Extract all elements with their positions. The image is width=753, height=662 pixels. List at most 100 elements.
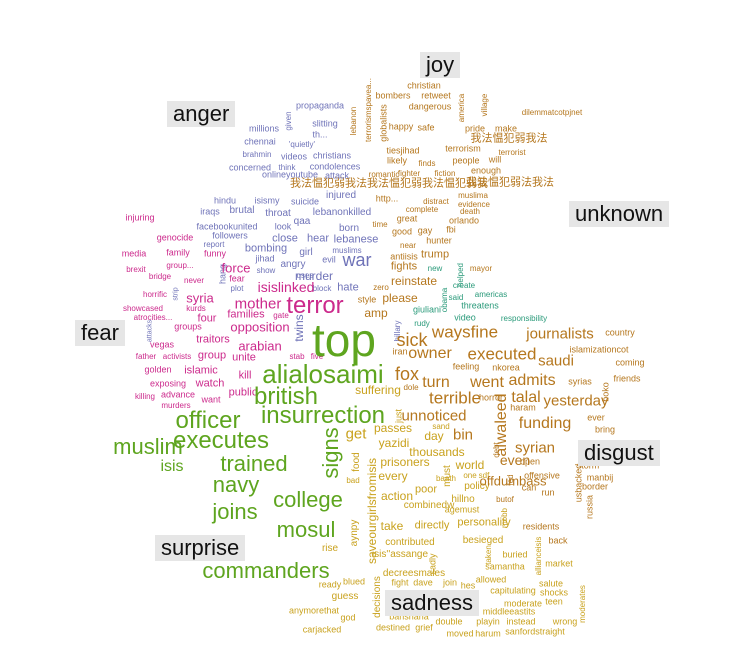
word-born: born <box>338 223 360 234</box>
word-five: five <box>310 352 324 361</box>
word-group: group <box>197 349 227 362</box>
word-ever: ever <box>587 412 605 423</box>
word-dilemmatcotpjnet: dilemmatcotpjnet <box>521 108 583 117</box>
word-fights: fights <box>390 260 418 273</box>
word-throat: throat <box>265 208 291 219</box>
word-facebookunited: facebookunited <box>196 221 258 232</box>
word-food: food <box>351 452 362 472</box>
word-propaganda: propaganda <box>295 100 345 111</box>
word-middleeastits: middleeastits <box>482 606 536 617</box>
word-coming: coming <box>615 357 645 368</box>
word-cjk-205: 我法愠犯弱我法我法愠犯弱我法愠犯弱我 <box>290 177 488 190</box>
word-christians: christians <box>312 150 352 161</box>
word-gate: gate <box>273 311 289 320</box>
word-saudi: saudi <box>538 352 574 370</box>
word-isislinked: isislinked <box>257 279 315 295</box>
word-christian: christian <box>407 80 441 91</box>
word-watch: watch <box>195 377 225 390</box>
word-atrocities: atrocities... <box>133 313 173 322</box>
word-groups: groups <box>174 321 202 332</box>
word-showcased: showcased <box>122 304 164 313</box>
word-agemust: agemust <box>444 504 480 515</box>
word-trump: trump <box>420 248 450 261</box>
word-owner: owner <box>408 345 452 362</box>
word-family: family <box>166 247 190 258</box>
category-label-joy: joy <box>420 52 461 79</box>
word-brutal: brutal <box>229 205 255 216</box>
category-label-unknown: unknown <box>569 201 670 228</box>
word-attack: attack <box>324 170 350 181</box>
word-british: british <box>253 383 319 410</box>
word-alialosaimi: alialosaimi <box>262 359 384 389</box>
word-mother: mother <box>234 295 282 313</box>
word-village: village <box>480 93 489 117</box>
word-buried: buried <box>502 549 528 560</box>
word-run: run <box>541 487 555 498</box>
word-kill: kill <box>238 369 252 382</box>
word-prisoners: prisoners <box>380 455 430 469</box>
word-orlando: orlando <box>448 215 480 226</box>
word-terrorism: terrorism <box>445 143 481 154</box>
word-evil: evil <box>322 254 336 265</box>
word-funny: funny <box>203 248 227 259</box>
word-signs: signs <box>318 427 343 479</box>
word-angry: angry <box>280 259 306 270</box>
word-video: video <box>454 312 476 323</box>
word-allowed: allowed <box>475 574 507 585</box>
word-executes: executes <box>172 427 270 454</box>
word-suicide: suicide <box>290 196 320 207</box>
word-bansharia: bansharia <box>389 611 429 622</box>
word-muslims: muslims <box>332 246 362 255</box>
word-think: think <box>278 163 296 172</box>
word-fiction: fiction <box>434 169 456 178</box>
word-videos: videos <box>280 151 308 162</box>
word-dangerous: dangerous <box>408 101 452 112</box>
word-admits: admits <box>508 372 556 389</box>
word-rudy: rudy <box>414 319 430 328</box>
word-guess: guess <box>331 591 359 602</box>
word-baath: baath <box>435 474 457 483</box>
word-condolences: condolences <box>309 161 361 172</box>
word-media: media <box>121 248 147 259</box>
word-yazidi: yazidi <box>378 436 410 450</box>
word-sdf: sdf <box>478 471 490 480</box>
word-poor: poor <box>414 483 438 496</box>
word-get: get <box>345 425 367 443</box>
word-sick: sick <box>396 330 428 350</box>
word-injuring: injuring <box>125 212 155 223</box>
word-bombers: bombers <box>375 90 411 101</box>
word-unnoticed: unnoticed <box>401 407 467 425</box>
word-bombing: bombing <box>244 242 288 255</box>
word-islamizationcot: islamizationcot <box>569 344 629 355</box>
word-vegas: vegas <box>149 339 175 350</box>
word-moderates: moderates <box>578 585 587 623</box>
word-bad: bad <box>346 476 360 485</box>
word-obama: obama <box>440 287 449 313</box>
word-stab: stab <box>289 352 305 361</box>
word-http: http... <box>375 193 399 204</box>
word-teen: teen <box>545 596 563 607</box>
word-helped: helped <box>456 262 465 288</box>
word-aynpy: aynpy <box>349 519 360 547</box>
word-tiesjihad: tiesjihad <box>386 145 420 156</box>
word-horror: horror <box>478 392 504 403</box>
word-decreesmales: decreesmales <box>382 568 446 579</box>
word-manbij: manbij <box>586 472 614 483</box>
word-fight: fight <box>391 577 409 588</box>
word-suffering: suffering <box>355 383 401 397</box>
word-good: good <box>391 226 413 237</box>
word-distract: distract <box>423 197 449 206</box>
word-grief: grief <box>415 622 433 633</box>
word-islamic: islamic <box>184 364 218 377</box>
word-isis-assange: isis''assange <box>371 549 429 560</box>
word-injured: injured <box>325 190 357 201</box>
word-great: great <box>396 213 418 224</box>
word-near: near <box>399 241 417 250</box>
word-brahmin: brahmin <box>242 150 272 159</box>
word-top: top <box>312 314 376 366</box>
word-arabian: arabian <box>238 338 282 354</box>
word-style: style <box>357 294 377 305</box>
word-country: country <box>605 327 635 338</box>
word-bridge: bridge <box>148 272 172 281</box>
word-threatens: threatens <box>461 300 499 311</box>
